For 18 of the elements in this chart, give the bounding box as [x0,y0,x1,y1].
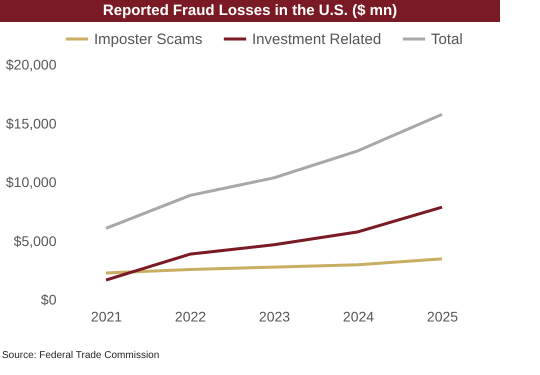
source-note: Source: Federal Trade Commission [2,350,160,361]
chart-title: Reported Fraud Losses in the U.S. ($ mn) [0,0,500,22]
line-series [104,257,444,274]
legend-label: Total [431,31,463,48]
line-series [104,112,444,230]
legend-label: Investment Related [252,31,382,48]
x-tick-label: 2024 [342,308,374,324]
x-tick-label: 2025 [426,308,458,324]
x-tick-label: 2023 [258,308,290,324]
x-tick-label: 2022 [174,308,206,324]
y-tick-label: $5,000 [14,232,57,249]
line-series [104,206,444,282]
y-tick-label: $15,000 [6,115,57,132]
legend-label: Imposter Scams [94,31,202,48]
y-tick-label: $0 [40,292,57,308]
y-tick-label: $20,000 [6,56,57,72]
x-tick-label: 2021 [90,308,122,324]
y-tick-label: $10,000 [6,174,57,190]
